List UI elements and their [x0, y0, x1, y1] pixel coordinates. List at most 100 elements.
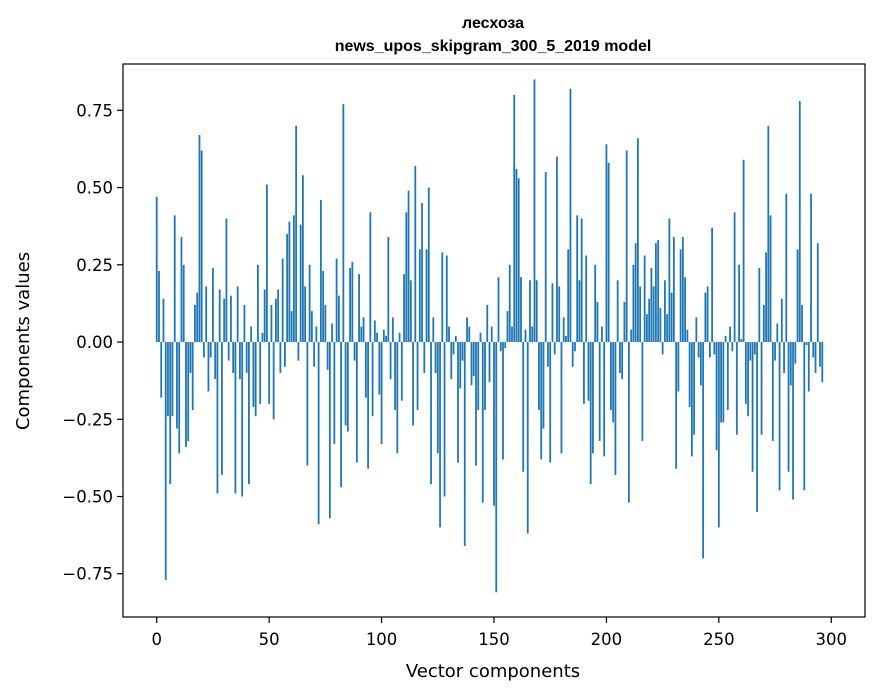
bar-232: [677, 342, 680, 392]
x-tick-label: 50: [259, 630, 280, 649]
bar-172: [542, 342, 545, 429]
bar-15: [189, 342, 192, 373]
bar-16: [191, 342, 194, 411]
bar-63: [297, 342, 300, 361]
bar-205: [616, 280, 619, 343]
bar-239: [693, 342, 696, 435]
bar-106: [394, 342, 396, 411]
bar-147: [486, 304, 489, 343]
bar-146: [484, 342, 486, 411]
bar-270: [762, 304, 765, 343]
bar-130: [448, 326, 450, 343]
bar-253: [724, 335, 727, 343]
bar-224: [659, 308, 662, 343]
bar-137: [463, 342, 466, 546]
bar-237: [688, 342, 691, 407]
bar-65: [301, 175, 304, 343]
bar-240: [695, 317, 698, 343]
bar-122: [430, 342, 432, 485]
bar-101: [382, 329, 385, 343]
bar-21: [203, 342, 205, 358]
bar-9: [176, 342, 178, 429]
bar-76: [326, 342, 329, 370]
x-tick-label: 200: [591, 630, 623, 649]
bar-266: [753, 342, 756, 355]
bar-220: [650, 267, 653, 343]
bar-113: [409, 280, 412, 343]
bar-66: [304, 286, 307, 343]
bar-203: [612, 342, 615, 423]
bar-251: [720, 342, 722, 423]
bar-245: [706, 286, 709, 343]
bar-289: [805, 342, 808, 346]
bar-190: [583, 342, 585, 404]
bar-91: [360, 326, 363, 343]
bar-271: [765, 252, 767, 343]
bar-112: [407, 190, 410, 343]
bar-4: [164, 342, 167, 580]
bar-191: [585, 255, 588, 343]
bar-188: [578, 280, 581, 343]
bar-129: [445, 255, 448, 343]
bar-244: [704, 292, 707, 343]
bar-77: [328, 342, 331, 519]
bar-201: [607, 162, 610, 343]
bar-179: [558, 286, 561, 343]
y-axis-ticks: −0.75 −0.50 −0.25 0.00 0.25 0.50 0.75: [62, 101, 123, 584]
bar-223: [657, 240, 660, 343]
bar-226: [663, 280, 666, 343]
x-axis-label: Vector components: [406, 661, 580, 682]
bar-164: [524, 329, 527, 343]
bar-92: [362, 317, 365, 343]
bar-185: [571, 342, 574, 367]
bar-107: [396, 342, 399, 454]
bar-47: [261, 332, 264, 343]
bar-140: [470, 342, 473, 386]
bar-209: [625, 150, 628, 343]
bar-99: [378, 342, 381, 395]
bar-60: [290, 311, 293, 343]
bar-157: [508, 264, 511, 343]
bar-19: [198, 135, 201, 343]
bar-204: [614, 342, 617, 475]
bar-89: [355, 342, 358, 463]
bar-219: [648, 298, 651, 343]
bar-86: [349, 267, 351, 343]
bar-7: [171, 342, 174, 417]
bar-105: [391, 317, 394, 343]
chart-subtitle: news_upos_skipgram_300_5_2019 model: [335, 38, 652, 55]
bar-84: [344, 342, 347, 426]
bar-26: [214, 342, 217, 380]
bar-149: [490, 326, 493, 343]
bar-155: [504, 342, 507, 349]
bar-98: [376, 332, 378, 343]
bar-57: [283, 342, 286, 367]
bar-206: [619, 342, 621, 373]
bar-282: [789, 342, 792, 386]
bar-260: [740, 338, 743, 343]
bar-14: [187, 342, 190, 441]
bar-29: [221, 342, 223, 475]
bar-8: [173, 215, 176, 343]
bar-67: [306, 342, 309, 466]
bar-37: [239, 342, 241, 380]
bar-177: [553, 342, 556, 355]
bar-33: [230, 295, 232, 343]
bar-145: [481, 342, 484, 503]
bar-111: [405, 212, 408, 343]
bar-61: [292, 215, 295, 343]
bar-288: [803, 342, 806, 491]
bar-196: [596, 301, 599, 343]
bar-254: [726, 342, 729, 411]
bar-229: [670, 292, 673, 343]
bar-181: [562, 317, 565, 343]
bar-214: [637, 138, 639, 343]
bar-262: [744, 342, 747, 404]
bar-158: [511, 326, 513, 343]
bar-250: [717, 342, 720, 528]
bar-78: [331, 323, 334, 343]
bar-256: [731, 342, 734, 352]
bar-120: [425, 249, 428, 343]
bar-12: [182, 264, 185, 343]
bar-127: [441, 252, 444, 343]
